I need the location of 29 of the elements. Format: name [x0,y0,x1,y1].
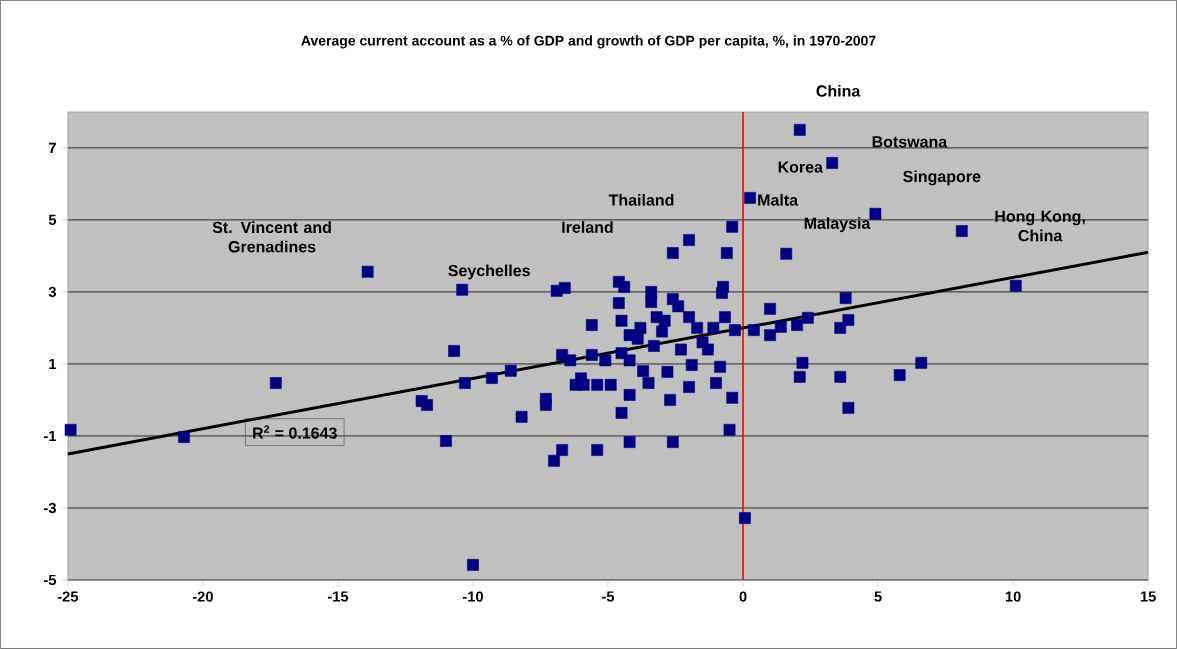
y-tick-label: -1 [44,430,57,442]
y-tick-label: -3 [44,502,56,514]
chart-title: Average current account as a % of GDP and growth of GDP per capita, %, in 1970-2007 [301,35,876,49]
annotation: Korea [778,161,824,173]
x-tick-label: 5 [874,591,882,602]
x-tick-label: -20 [192,591,213,602]
annotation: Seychelles [448,264,530,280]
annotation: Singapore [903,170,981,186]
y-tick-label: 1 [49,358,57,370]
x-tick-label: -10 [462,591,483,602]
y-tick-label: 3 [48,286,56,298]
annotation: R$^{2}$ = 0.1643 [253,425,337,439]
x-tick-label: -25 [57,591,79,602]
text: China [816,85,861,97]
annotation: Malaysia [804,217,871,233]
x-tick-label: 15 [1140,591,1156,602]
x-tick-label: 0 [739,591,747,602]
annotation: Botswana [872,136,948,148]
annotation: St. Vincent and Grenadines [212,221,331,253]
annotation: Ireland [562,221,613,233]
annotation: Malta [758,194,799,206]
annotation: Thailand [608,194,674,206]
x-tick-label: -5 [602,591,615,602]
x-tick-label: 10 [1005,591,1021,602]
x-tick-label: -15 [327,591,349,602]
annotation: Hong Kong, China [995,210,1085,242]
y-tick-label: 5 [48,214,57,226]
y-tick-label: 7 [48,142,56,153]
y-tick-label: -5 [44,574,57,586]
